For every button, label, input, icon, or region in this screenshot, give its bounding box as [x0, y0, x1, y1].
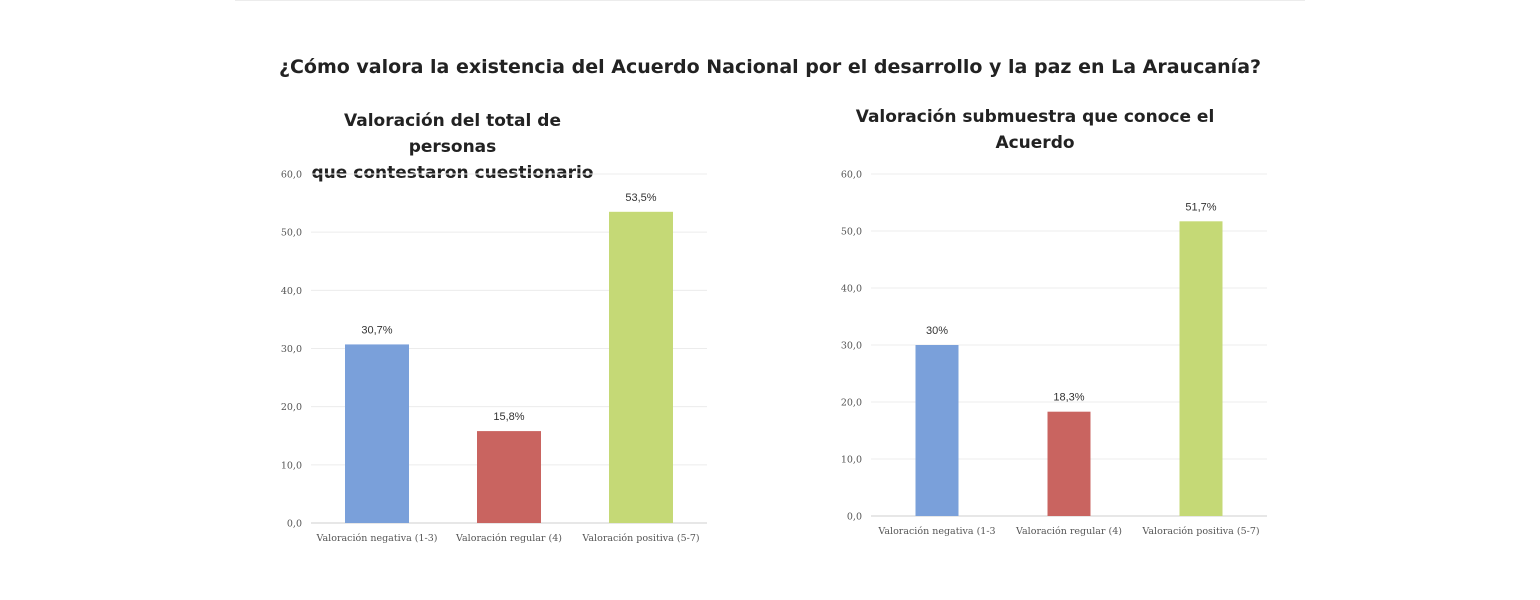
left-category-label-1: Valoración regular (4) [455, 533, 562, 544]
right-y-tick-label: 20,0 [841, 398, 862, 409]
left-y-tick-label: 20,0 [281, 402, 302, 413]
left-data-label-0: 30,7% [361, 324, 392, 336]
right-category-label-0: Valoración negativa (1-3 [877, 526, 995, 537]
left-category-label-0: Valoración negativa (1-3) [316, 533, 438, 544]
left-category-label-2: Valoración positiva (5-7) [581, 533, 699, 544]
top-divider [235, 0, 1305, 1]
right-category-label-2: Valoración positiva (5-7) [1141, 526, 1259, 537]
right-data-label-2: 51,7% [1185, 201, 1216, 213]
bar-chart-total: 0,0 10,0 20,0 30,0 40,0 50,0 60,0 30,7% Valoraci… [281, 170, 707, 544]
left-y-tick-label: 50,0 [281, 228, 302, 239]
chart-title-left: Valoración del total de personas que con… [300, 108, 605, 186]
chart-title-left-line-1: Valoración del total de personas [344, 111, 561, 157]
left-y-tick-label: 40,0 [281, 286, 302, 297]
right-y-tick-label: 30,0 [841, 341, 862, 352]
right-data-label-1: 18,3% [1053, 392, 1084, 404]
chart-title-left-line-2: que contestaron cuestionario [311, 163, 594, 183]
right-bar-0 [915, 345, 959, 516]
left-bar-1 [477, 431, 541, 523]
left-y-tick-label: 60,0 [281, 170, 302, 181]
main-title: ¿Cómo valora la existencia del Acuerdo N… [278, 56, 1262, 78]
right-data-label-0: 30% [926, 325, 948, 337]
right-y-tick-label: 10,0 [841, 455, 862, 466]
chart-title-right: Valoración submuestra que conoce el Acue… [820, 104, 1250, 156]
right-bar-2 [1179, 221, 1223, 516]
left-data-label-1: 15,8% [493, 411, 524, 423]
right-y-tick-label: 40,0 [841, 284, 862, 295]
left-y-tick-label: 10,0 [281, 460, 302, 471]
bar-chart-submuestra: 0,0 10,0 20,0 30,0 40,0 50,0 60,0 30% Valoración… [841, 170, 1267, 537]
right-category-label-1: Valoración regular (4) [1015, 526, 1122, 537]
left-y-tick-label: 0,0 [287, 519, 302, 530]
right-bar-1 [1047, 411, 1091, 516]
right-y-tick-label: 50,0 [841, 227, 862, 238]
right-y-tick-label: 0,0 [847, 512, 862, 523]
left-bar-0 [345, 344, 409, 523]
left-data-label-2: 53,5% [625, 192, 656, 204]
left-bar-2 [609, 211, 673, 523]
left-y-tick-label: 30,0 [281, 344, 302, 355]
right-y-tick-label: 60,0 [841, 170, 862, 181]
chart-title-right-line-1: Valoración submuestra que conoce el Acue… [855, 107, 1215, 153]
